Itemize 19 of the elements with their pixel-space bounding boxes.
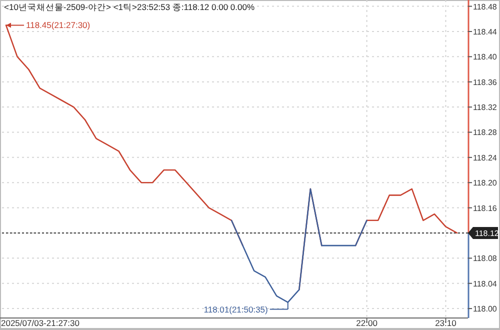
annotation: 2025/07/03-21:27:30 <box>1 318 80 328</box>
y-tick-label: 118.12 <box>475 228 500 238</box>
y-tick-label: 118.32 <box>473 103 498 112</box>
x-tick-label: 23:10 <box>435 318 457 328</box>
annotation: 118.01(21:50:35) <box>204 304 268 314</box>
y-tick-label: 118.40 <box>473 52 498 62</box>
y-tick-label: 118.36 <box>473 78 498 87</box>
y-tick-label: 118.00 <box>473 304 498 314</box>
y-tick-label: 118.24 <box>473 153 498 162</box>
y-tick-label: 118.44 <box>473 27 498 36</box>
y-tick-label: 118.20 <box>473 178 498 188</box>
chart-title: <10년국채선물-2509-야간> <1틱>23:52:53 종:118.12 0.00 0.00% <box>4 2 255 12</box>
annotation: 118.45(21:27:30) <box>26 20 90 30</box>
y-tick-label: 118.16 <box>473 204 498 213</box>
y-tick-label: 118.48 <box>473 2 498 12</box>
y-tick-label: 118.04 <box>473 279 498 288</box>
x-tick-label: 22:00 <box>356 318 378 328</box>
y-tick-label: 118.28 <box>473 128 498 138</box>
y-tick-label: 118.08 <box>473 254 498 264</box>
